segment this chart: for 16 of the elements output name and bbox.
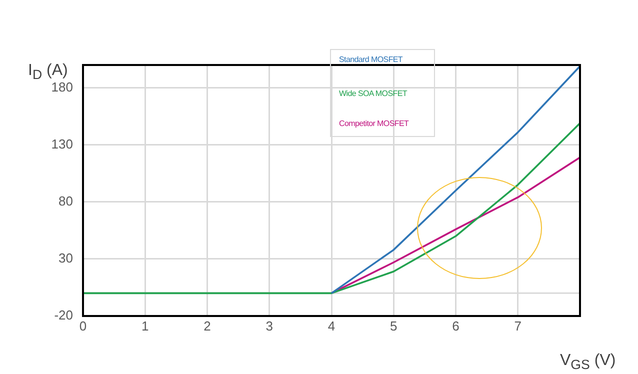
x-tick-label: 1: [142, 318, 149, 334]
x-axis-title: V$_{GS}$ (V): [560, 352, 616, 372]
x-tick-label: 3: [266, 318, 273, 334]
x-tick-label: 0: [79, 318, 87, 334]
y-tick-label: -20: [54, 308, 73, 323]
y-tick-label: 130: [51, 136, 73, 152]
text: Standard MOSFET: [339, 55, 403, 64]
y-tick-label: 80: [58, 193, 73, 208]
x-tick-label: 6: [452, 318, 460, 334]
x-tick-label: 7: [514, 318, 522, 334]
text: Wide SOA MOSFET: [339, 89, 407, 98]
x-tick-label: 2: [204, 318, 211, 334]
x-tick-label: 4: [328, 318, 336, 334]
y-tick-label: 30: [58, 250, 73, 266]
text: Competitor MOSFET: [339, 119, 409, 128]
x-tick-label: 5: [390, 318, 398, 334]
